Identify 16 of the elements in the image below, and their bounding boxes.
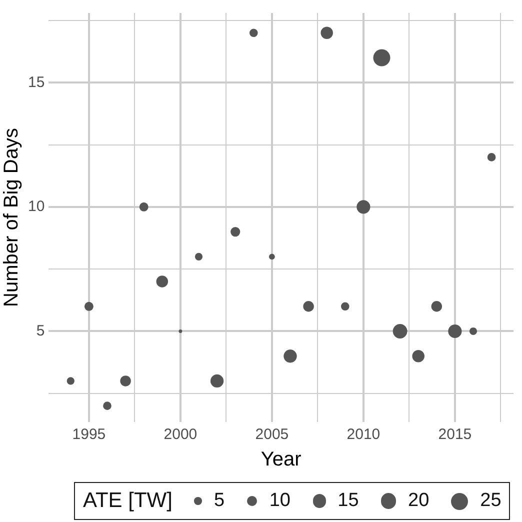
x-tick-label: 2005 (255, 426, 289, 444)
legend-label: 25 (480, 490, 502, 512)
y-tick-label: 5 (36, 322, 45, 340)
y-axis-title: Number of Big Days (0, 128, 23, 307)
x-tick-label: 2015 (438, 426, 472, 444)
legend-title: ATE [TW] (83, 489, 172, 513)
legend-label: 15 (338, 490, 359, 512)
y-tick-label: 15 (28, 74, 45, 91)
x-tick-label: 1995 (72, 426, 106, 444)
y-tick-label: 10 (28, 198, 45, 216)
x-tick-label: 2000 (164, 426, 198, 444)
x-tick-label: 2010 (346, 426, 380, 444)
legend-label: 10 (269, 490, 290, 512)
x-axis-title: Year (260, 448, 302, 471)
legend-label: 20 (408, 490, 430, 512)
legend-label: 5 (214, 490, 225, 512)
